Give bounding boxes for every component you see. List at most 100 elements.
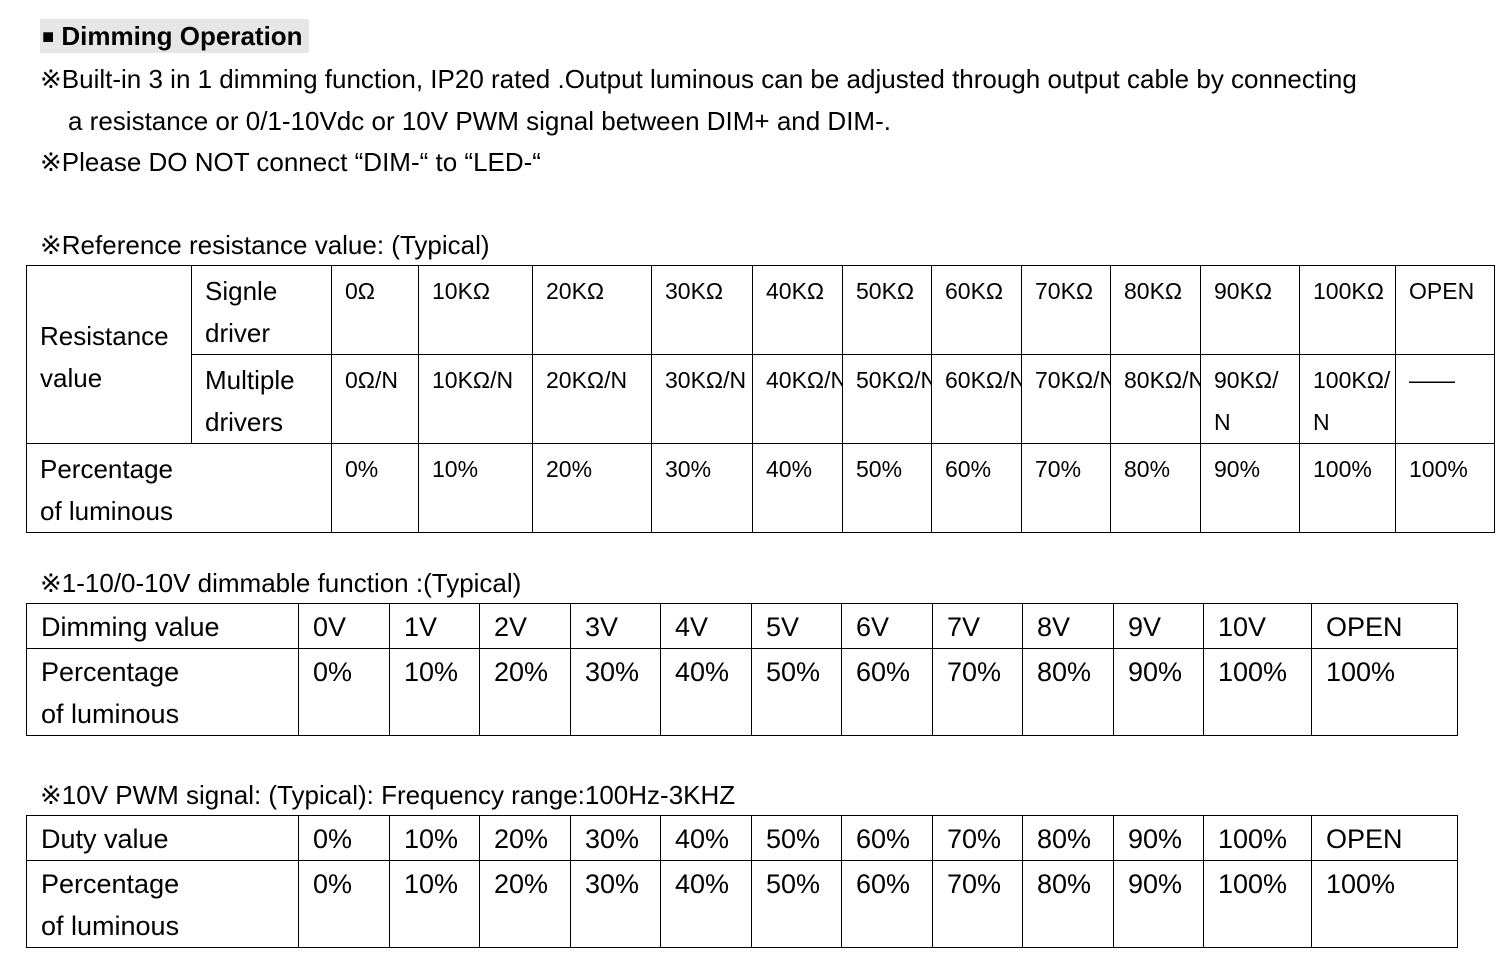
multiple-cell: 50KΩ/N (842, 354, 932, 444)
voltage-cell: 2V (479, 603, 571, 649)
dimming-value-label: Dimming value (26, 603, 299, 649)
resistance-caption: ※Reference resistance value: (Typical) (40, 230, 490, 260)
voltage-cell: 5V (751, 603, 842, 649)
table-row-voltage-percentage: Percentage of luminous 0% 10% 20% 30% 40… (26, 648, 1458, 736)
single-cell: 40KΩ (752, 265, 843, 355)
percentage-cell: 40% (752, 443, 843, 533)
single-cell: 10KΩ (418, 265, 533, 355)
square-bullet-icon: ■ (42, 26, 55, 48)
voltage-cell: 1V (389, 603, 480, 649)
single-cell: 30KΩ (651, 265, 753, 355)
percentage-cell: 50% (751, 648, 842, 736)
multiple-cell: 40KΩ/N (752, 354, 843, 444)
percentage-cell: 30% (570, 860, 661, 948)
percentage-cell: 80% (1022, 860, 1114, 948)
percentage-cell: 60% (841, 648, 933, 736)
voltage-cell: 0V (298, 603, 390, 649)
section-heading: ■ Dimming Operation (40, 19, 309, 53)
multiple-cell: 60KΩ/N (931, 354, 1022, 444)
percentage-cell: 90% (1113, 860, 1204, 948)
single-cell: 70KΩ (1021, 265, 1111, 355)
multiple-cell: 100KΩ/ N (1299, 354, 1396, 444)
percentage-cell: 0% (298, 648, 390, 736)
percentage-cell: 40% (660, 648, 752, 736)
table-row-duty-value: Duty value 0% 10% 20% 30% 40% 50% 60% 70… (26, 815, 1458, 861)
single-cell: 100KΩ (1299, 265, 1396, 355)
multiple-cell: 30KΩ/N (651, 354, 753, 444)
percentage-cell: 0% (298, 860, 390, 948)
voltage-caption: ※1-10/0-10V dimmable function :(Typical) (40, 568, 522, 598)
percentage-cell: 0% (331, 443, 419, 533)
single-cell: 80KΩ (1110, 265, 1201, 355)
table-row-dimming-value: Dimming value 0V 1V 2V 3V 4V 5V 6V 7V 8V… (26, 603, 1458, 649)
voltage-cell: 8V (1022, 603, 1114, 649)
voltage-cell: OPEN (1311, 603, 1458, 649)
note-warning: ※Please DO NOT connect “DIM-“ to “LED-“ (40, 147, 541, 177)
percentage-cell: 30% (651, 443, 753, 533)
duty-cell: 70% (932, 815, 1023, 861)
single-cell: 50KΩ (842, 265, 932, 355)
percentage-cell: 80% (1110, 443, 1201, 533)
voltage-cell: 7V (932, 603, 1023, 649)
percentage-cell: 70% (932, 648, 1023, 736)
percentage-cell: 100% (1311, 860, 1458, 948)
voltage-cell: 6V (841, 603, 933, 649)
duty-cell: 60% (841, 815, 933, 861)
single-cell: 90KΩ (1200, 265, 1300, 355)
percentage-cell: 100% (1203, 860, 1312, 948)
single-cell: OPEN (1395, 265, 1495, 355)
single-cell: 20KΩ (532, 265, 652, 355)
duty-cell: 10% (389, 815, 480, 861)
note-builtin-cont: a resistance or 0/1-10Vdc or 10V PWM sig… (68, 106, 891, 136)
table-row-single: Resistance value Signle driver 0Ω 10KΩ 2… (26, 265, 1495, 444)
percentage-cell: 60% (841, 860, 933, 948)
percentage-cell: 90% (1200, 443, 1300, 533)
pwm-table: Duty value 0% 10% 20% 30% 40% 50% 60% 70… (26, 815, 1458, 948)
section-title: Dimming Operation (61, 21, 303, 51)
single-driver-label: Signle driver (191, 265, 332, 355)
multiple-cell: 10KΩ/N (418, 354, 533, 444)
voltage-cell: 4V (660, 603, 752, 649)
duty-cell: 30% (570, 815, 661, 861)
percentage-cell: 60% (931, 443, 1022, 533)
multiple-cell: 20KΩ/N (532, 354, 652, 444)
voltage-cell: 10V (1203, 603, 1312, 649)
duty-cell: 20% (479, 815, 571, 861)
percentage-label: Percentage of luminous (26, 648, 299, 736)
percentage-cell: 100% (1299, 443, 1396, 533)
percentage-cell: 90% (1113, 648, 1204, 736)
percentage-label: Percentage of luminous (26, 860, 299, 948)
single-cell: 60KΩ (931, 265, 1022, 355)
percentage-label: Percentage of luminous (26, 443, 332, 533)
single-cell: 0Ω (331, 265, 419, 355)
duty-cell: 0% (298, 815, 390, 861)
table-row-percentage: Percentage of luminous 0% 10% 20% 30% 40… (26, 443, 1495, 533)
percentage-cell: 20% (479, 860, 571, 948)
percentage-cell: 100% (1203, 648, 1312, 736)
duty-cell: 100% (1203, 815, 1312, 861)
percentage-cell: 70% (1021, 443, 1111, 533)
pwm-caption: ※10V PWM signal: (Typical): Frequency ra… (40, 780, 736, 810)
duty-cell: 90% (1113, 815, 1204, 861)
multiple-cell: 90KΩ/ N (1200, 354, 1300, 444)
resistance-value-label: Resistance value (26, 265, 192, 444)
duty-value-label: Duty value (26, 815, 299, 861)
duty-cell: OPEN (1311, 815, 1458, 861)
multiple-drivers-label: Multiple drivers (191, 354, 332, 444)
multiple-cell: 80KΩ/N (1110, 354, 1201, 444)
percentage-cell: 10% (418, 443, 533, 533)
percentage-cell: 30% (570, 648, 661, 736)
percentage-cell: 10% (389, 648, 480, 736)
resistance-table: Resistance value Signle driver 0Ω 10KΩ 2… (26, 265, 1495, 533)
duty-cell: 40% (660, 815, 752, 861)
duty-cell: 80% (1022, 815, 1114, 861)
percentage-cell: 20% (532, 443, 652, 533)
note-builtin: ※Built-in 3 in 1 dimming function, IP20 … (40, 64, 1357, 94)
percentage-cell: 100% (1395, 443, 1495, 533)
duty-cell: 50% (751, 815, 842, 861)
percentage-cell: 20% (479, 648, 571, 736)
multiple-cell: —— (1395, 354, 1495, 444)
percentage-cell: 100% (1311, 648, 1458, 736)
multiple-cell: 0Ω/N (331, 354, 419, 444)
table-row-multiple: Multiple drivers 0Ω/N 10KΩ/N 20KΩ/N 30KΩ… (27, 354, 1495, 444)
